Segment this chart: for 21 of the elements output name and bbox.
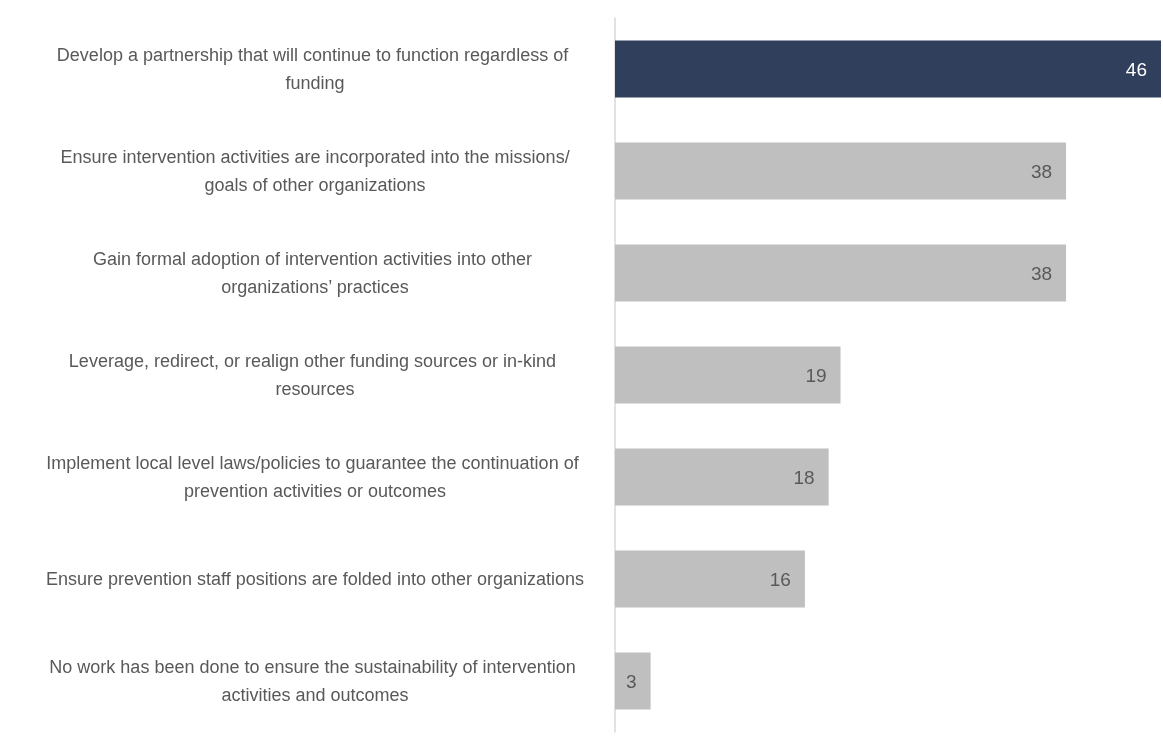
y-tick-label: Gain formal adoption of intervention activities into other organizations’ practices [92, 249, 538, 297]
bar [615, 652, 651, 710]
data-label: 38 [1030, 262, 1053, 284]
y-tick-label: Develop a partnership that will continue to function regardless of funding [56, 45, 574, 93]
bar [615, 142, 1067, 200]
data-label: 16 [769, 568, 791, 590]
data-label: 19 [805, 364, 827, 386]
data-label: 18 [793, 466, 815, 488]
bar [615, 244, 1067, 302]
data-label: 3 [626, 670, 637, 692]
data-label: 46 [1125, 58, 1147, 80]
y-tick-label: Ensure intervention activities are incorporated into the missions/goals of other organizations [60, 147, 570, 195]
y-tick-label: No work has been done to ensure the sustainability of intervention activities and outcomes [49, 657, 581, 705]
y-tick-label: Implement local level laws/policies to guarantee the continuation of prevention activities or outcomes [46, 453, 584, 501]
data-label: 38 [1030, 160, 1053, 182]
y-tick-label: Ensure prevention staff positions are folded into other organizations [45, 569, 585, 589]
bar [615, 346, 841, 404]
y-tick-label: Leverage, redirect, or realign other funding sources or in-kind resources [68, 351, 562, 399]
bar [615, 448, 829, 506]
bar [615, 40, 1161, 98]
bar [615, 550, 805, 608]
